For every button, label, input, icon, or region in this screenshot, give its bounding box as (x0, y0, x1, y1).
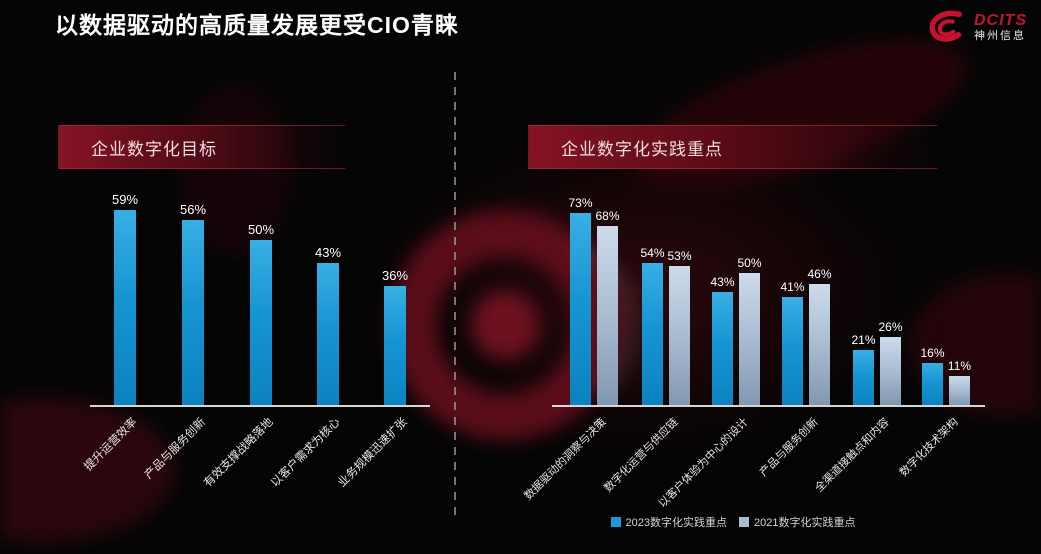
bar-2023数字化实践重点-以客户体验为中心的设计 (712, 292, 733, 405)
page-title: 以数据驱动的高质量发展更受CIO青睐 (55, 12, 459, 38)
bar-2023数字化实践重点-全渠道接触点和内容 (853, 350, 874, 405)
legend-item: 2023数字化实践重点 (610, 514, 727, 530)
left-chart-title-banner: 企业数字化目标 (58, 125, 345, 169)
bar-value-label: 50% (247, 222, 275, 237)
bar-value-label: 59% (111, 192, 139, 207)
bar-value-label: 43% (710, 275, 735, 289)
brand-logo: DCITS 神州信息 (926, 8, 1027, 46)
bar-value-label: 68% (595, 209, 620, 223)
right-chart-title-banner: 企业数字化实践重点 (528, 125, 937, 169)
bar-2023数字化实践重点-数据驱动的洞察与决策 (570, 213, 591, 405)
bar-2021数字化实践重点-数据驱动的洞察与决策 (597, 226, 618, 405)
bar-value-label: 36% (381, 268, 409, 283)
legend-item: 2021数字化实践重点 (739, 514, 855, 530)
logo-text: DCITS 神州信息 (974, 12, 1027, 42)
legend-label: 2021数字化实践重点 (754, 517, 856, 529)
logo-brand-text: DCITS (974, 12, 1027, 30)
bar-2021数字化实践重点-全渠道接触点和内容 (880, 337, 901, 405)
bar-value-label: 43% (314, 245, 342, 260)
dcits-swirl-icon (929, 10, 962, 42)
bar-有效支撑战略落地 (250, 240, 272, 405)
bar-value-label: 50% (737, 256, 762, 270)
bar-2023数字化实践重点-数字化技术架构 (922, 363, 943, 405)
bar-value-label: 73% (568, 196, 593, 210)
right-chart-title: 企业数字化实践重点 (561, 139, 723, 159)
chart-legend: 2023数字化实践重点 2021数字化实践重点 (528, 514, 938, 530)
bar-value-label: 54% (640, 246, 665, 260)
right-chart-x-axis (552, 405, 985, 407)
panel-divider-dashed-line (454, 72, 456, 522)
legend-swatch (739, 517, 749, 527)
logo-subbrand-text: 神州信息 (974, 29, 1026, 42)
legend-swatch (610, 517, 621, 527)
bar-2021数字化实践重点-数字化运营与供应链 (669, 266, 690, 405)
bar-value-label: 46% (807, 267, 832, 281)
bar-value-label: 56% (179, 202, 207, 217)
left-chart-x-axis (90, 405, 430, 407)
bar-2021数字化实践重点-以客户体验为中心的设计 (739, 273, 760, 405)
bar-value-label: 16% (920, 346, 945, 360)
bar-value-label: 21% (851, 333, 876, 347)
bar-以客户需求为核心 (317, 263, 339, 405)
bar-value-label: 26% (878, 320, 903, 334)
bar-2021数字化实践重点-数字化技术架构 (949, 376, 970, 405)
bar-value-label: 11% (947, 359, 972, 373)
bar-value-label: 53% (667, 249, 692, 263)
bar-提升运营效率 (114, 210, 136, 405)
bar-2023数字化实践重点-产品与服务创新 (782, 297, 803, 405)
bar-业务规模迅速扩张 (384, 286, 406, 405)
left-chart-title: 企业数字化目标 (91, 139, 217, 159)
bar-2023数字化实践重点-数字化运营与供应链 (642, 263, 663, 405)
bar-2021数字化实践重点-产品与服务创新 (809, 284, 830, 405)
legend-label: 2023数字化实践重点 (625, 517, 727, 529)
bar-value-label: 41% (780, 280, 805, 294)
bar-产品与服务创新 (182, 220, 204, 405)
